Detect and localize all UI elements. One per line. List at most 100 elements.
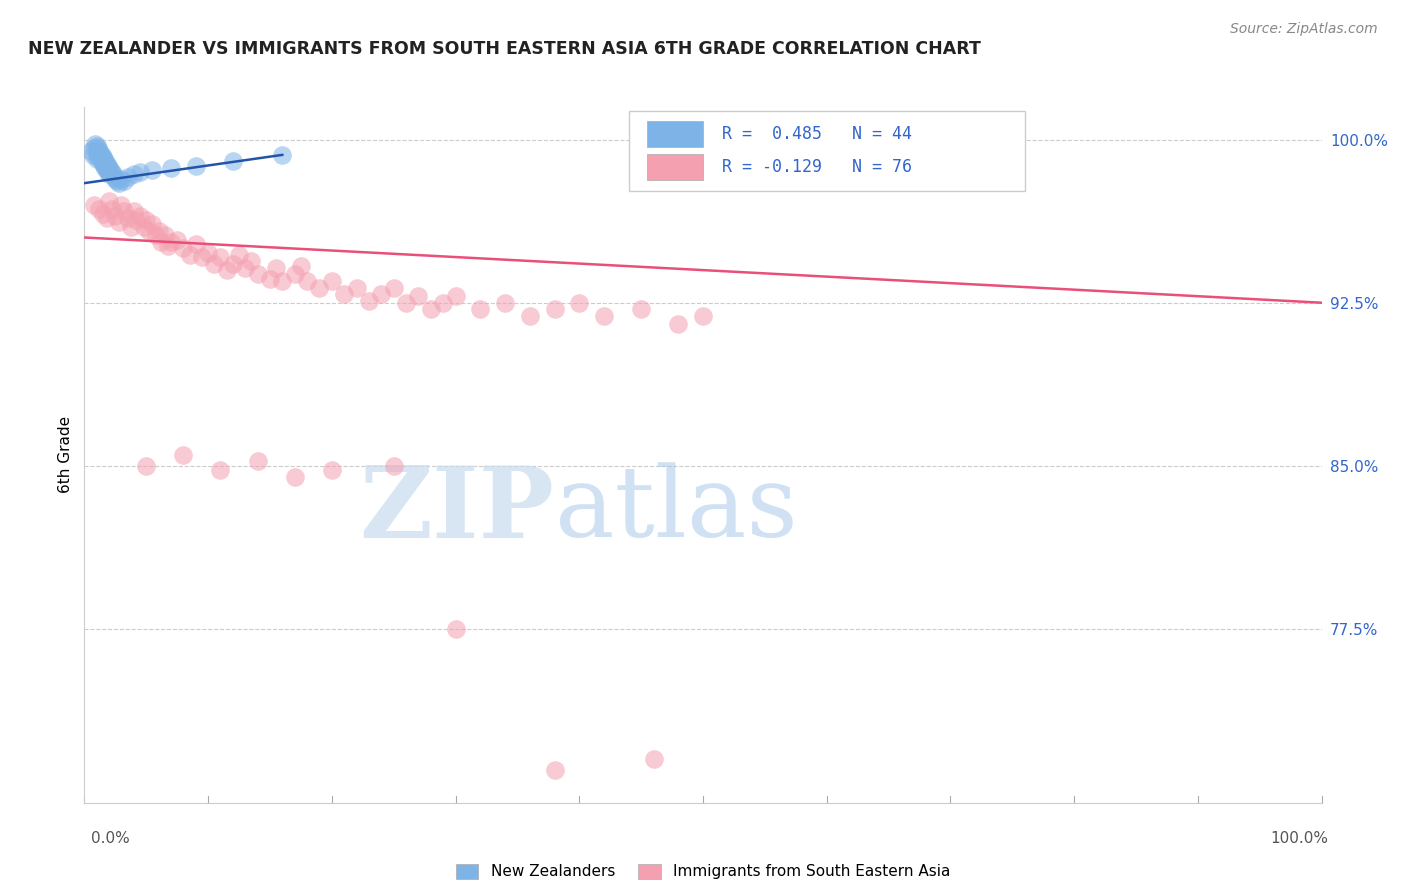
Point: [105, 174, 128, 188]
Point: [94, 161, 117, 175]
Point: [93, 152, 115, 166]
Point: [593, 309, 616, 323]
Point: [172, 241, 194, 255]
Point: [333, 287, 356, 301]
Point: [86, 152, 108, 166]
Point: [117, 211, 139, 225]
Point: [519, 309, 541, 323]
Point: [97, 159, 120, 173]
Text: R = -0.129   N = 76: R = -0.129 N = 76: [721, 158, 911, 176]
Point: [382, 458, 405, 473]
Point: [98, 161, 121, 175]
Point: [96, 163, 118, 178]
Point: [96, 156, 118, 170]
Point: [172, 448, 194, 462]
Point: [112, 204, 135, 219]
Point: [643, 752, 665, 766]
Point: [197, 245, 219, 260]
Point: [89, 152, 111, 166]
Point: [184, 159, 207, 173]
Point: [122, 168, 145, 182]
Point: [568, 295, 591, 310]
Point: [284, 469, 307, 483]
Point: [209, 250, 232, 264]
Point: [122, 204, 145, 219]
Point: [150, 235, 173, 249]
Point: [215, 263, 238, 277]
Point: [82, 148, 104, 162]
Point: [120, 219, 142, 234]
Point: [90, 148, 112, 162]
Point: [543, 763, 565, 777]
Point: [419, 302, 441, 317]
Point: [271, 148, 294, 162]
Point: [357, 293, 380, 308]
Point: [308, 280, 330, 294]
Text: atlas: atlas: [554, 463, 797, 558]
Text: NEW ZEALANDER VS IMMIGRANTS FROM SOUTH EASTERN ASIA 6TH GRADE CORRELATION CHART: NEW ZEALANDER VS IMMIGRANTS FROM SOUTH E…: [28, 40, 981, 58]
Point: [692, 309, 714, 323]
Point: [179, 248, 201, 262]
Point: [157, 239, 180, 253]
Point: [271, 274, 294, 288]
Text: 0.0%: 0.0%: [91, 831, 131, 846]
Point: [666, 318, 689, 332]
Point: [83, 141, 105, 155]
Legend: New Zealanders, Immigrants from South Eastern Asia: New Zealanders, Immigrants from South Ea…: [450, 857, 956, 886]
Point: [470, 302, 492, 317]
Point: [87, 141, 110, 155]
Point: [117, 169, 139, 184]
Y-axis label: 6th Grade: 6th Grade: [58, 417, 73, 493]
Point: [543, 302, 565, 317]
Point: [284, 268, 307, 282]
Point: [246, 454, 269, 468]
Point: [370, 287, 392, 301]
Point: [112, 174, 135, 188]
Point: [166, 233, 188, 247]
Bar: [647, 153, 703, 180]
Point: [382, 280, 405, 294]
Point: [89, 144, 111, 158]
Point: [145, 228, 167, 243]
Point: [246, 268, 269, 282]
Point: [222, 256, 245, 270]
Point: [233, 260, 256, 275]
Point: [108, 215, 131, 229]
Point: [160, 235, 183, 249]
Point: [100, 165, 122, 179]
Point: [129, 165, 152, 179]
Point: [91, 150, 114, 164]
Point: [138, 224, 160, 238]
Point: [89, 150, 111, 164]
Point: [295, 274, 318, 288]
Point: [290, 259, 312, 273]
Point: [240, 254, 263, 268]
Text: ZIP: ZIP: [360, 462, 554, 559]
Point: [91, 206, 114, 220]
Point: [93, 159, 115, 173]
Bar: [628, 111, 1025, 191]
Point: [79, 144, 101, 158]
Point: [103, 169, 125, 184]
Point: [184, 237, 207, 252]
Point: [100, 202, 122, 217]
Point: [408, 289, 430, 303]
Point: [86, 139, 108, 153]
Text: Source: ZipAtlas.com: Source: ZipAtlas.com: [1230, 22, 1378, 37]
Point: [129, 209, 152, 223]
Point: [148, 224, 170, 238]
Point: [98, 194, 121, 208]
Point: [84, 136, 107, 151]
Point: [94, 154, 117, 169]
Point: [98, 163, 121, 178]
Point: [104, 209, 127, 223]
Point: [87, 148, 110, 162]
Point: [222, 154, 245, 169]
Point: [135, 458, 157, 473]
Point: [494, 295, 516, 310]
Point: [228, 248, 250, 262]
Point: [91, 156, 114, 170]
Point: [160, 161, 183, 175]
Point: [101, 168, 124, 182]
Point: [321, 274, 343, 288]
